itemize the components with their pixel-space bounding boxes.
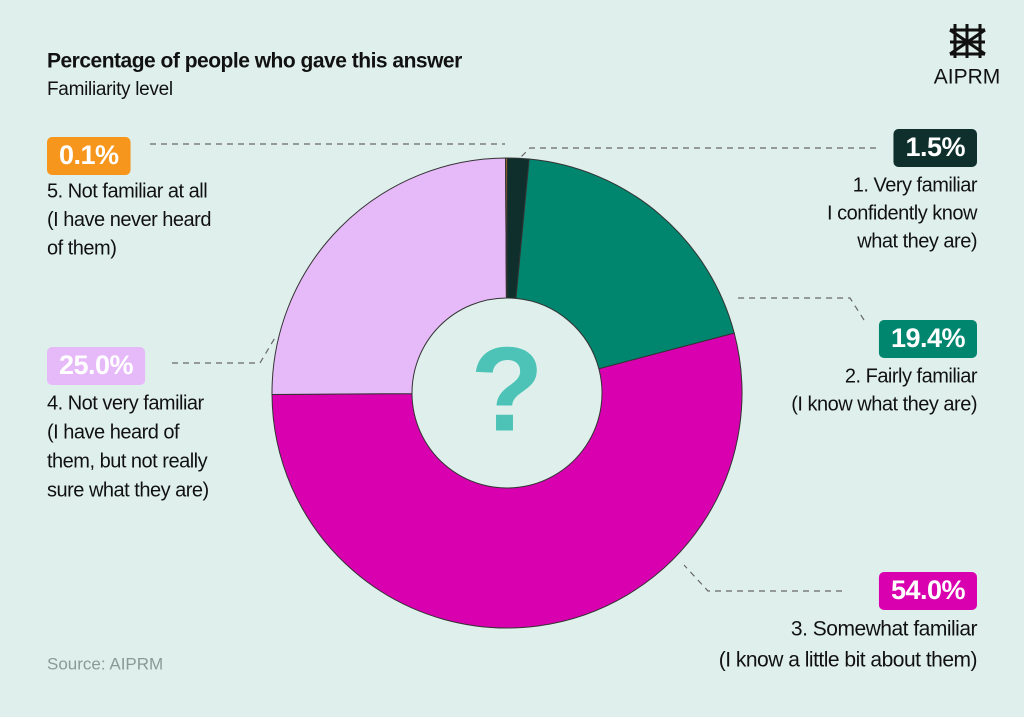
value-label: 0.1% [59, 140, 119, 170]
label-pill [893, 129, 977, 167]
donut-segment [271, 332, 743, 629]
source: Source: AIPRM [47, 654, 163, 673]
value-label: 19.4% [891, 323, 966, 353]
donut-segment [515, 158, 735, 370]
center-icon: ? [470, 323, 543, 457]
label-pill [47, 137, 131, 175]
brand: AIPRM [934, 66, 1001, 89]
category-label: what they are) [856, 230, 977, 252]
donut-segment [505, 157, 508, 299]
label-pill [878, 572, 977, 610]
label-pill [878, 320, 977, 358]
leader-lines [150, 143, 876, 592]
logo-icon [949, 24, 986, 58]
category-label: 3. Somewhat familiar [791, 618, 978, 641]
category-label: of them) [47, 237, 116, 259]
data-label: 25.0% 4. Not very familiar (I have heard o… [47, 347, 209, 501]
category-label: (I have heard of [47, 421, 180, 443]
category-label: 5. Not familiar at all [47, 180, 207, 202]
data-label: 0.1% 5. Not familiar at all (I have never … [47, 137, 211, 259]
data-label: 54.0% 3. Somewhat familiar (I know a littl… [719, 572, 978, 672]
category-label: 4. Not very familiar [47, 392, 205, 414]
category-label: 2. Fairly familiar [845, 365, 978, 387]
value-label: 54.0% [891, 575, 966, 605]
data-label: 1.5% 1. Very familiar I confidently know wh… [827, 129, 979, 252]
category-label: (I have never heard [47, 209, 211, 231]
chart-subtitle: Familiarity level [47, 79, 173, 100]
category-label: (I know what they are) [791, 393, 977, 415]
donut-segment [271, 157, 507, 395]
category-label: (I know a little bit about them) [719, 649, 977, 672]
category-label: sure what they are) [47, 479, 209, 501]
chart-title: Percentage of people who gave this answe… [47, 50, 462, 73]
category-label: them, but not really [47, 450, 208, 472]
category-label: I confidently know [827, 202, 978, 224]
value-label: 25.0% [59, 350, 134, 380]
value-label: 1.5% [905, 132, 965, 162]
category-label: 1. Very familiar [853, 174, 978, 196]
label-pill [47, 347, 146, 385]
data-label: 19.4% 2. Fairly familiar (I know what they… [791, 320, 978, 415]
